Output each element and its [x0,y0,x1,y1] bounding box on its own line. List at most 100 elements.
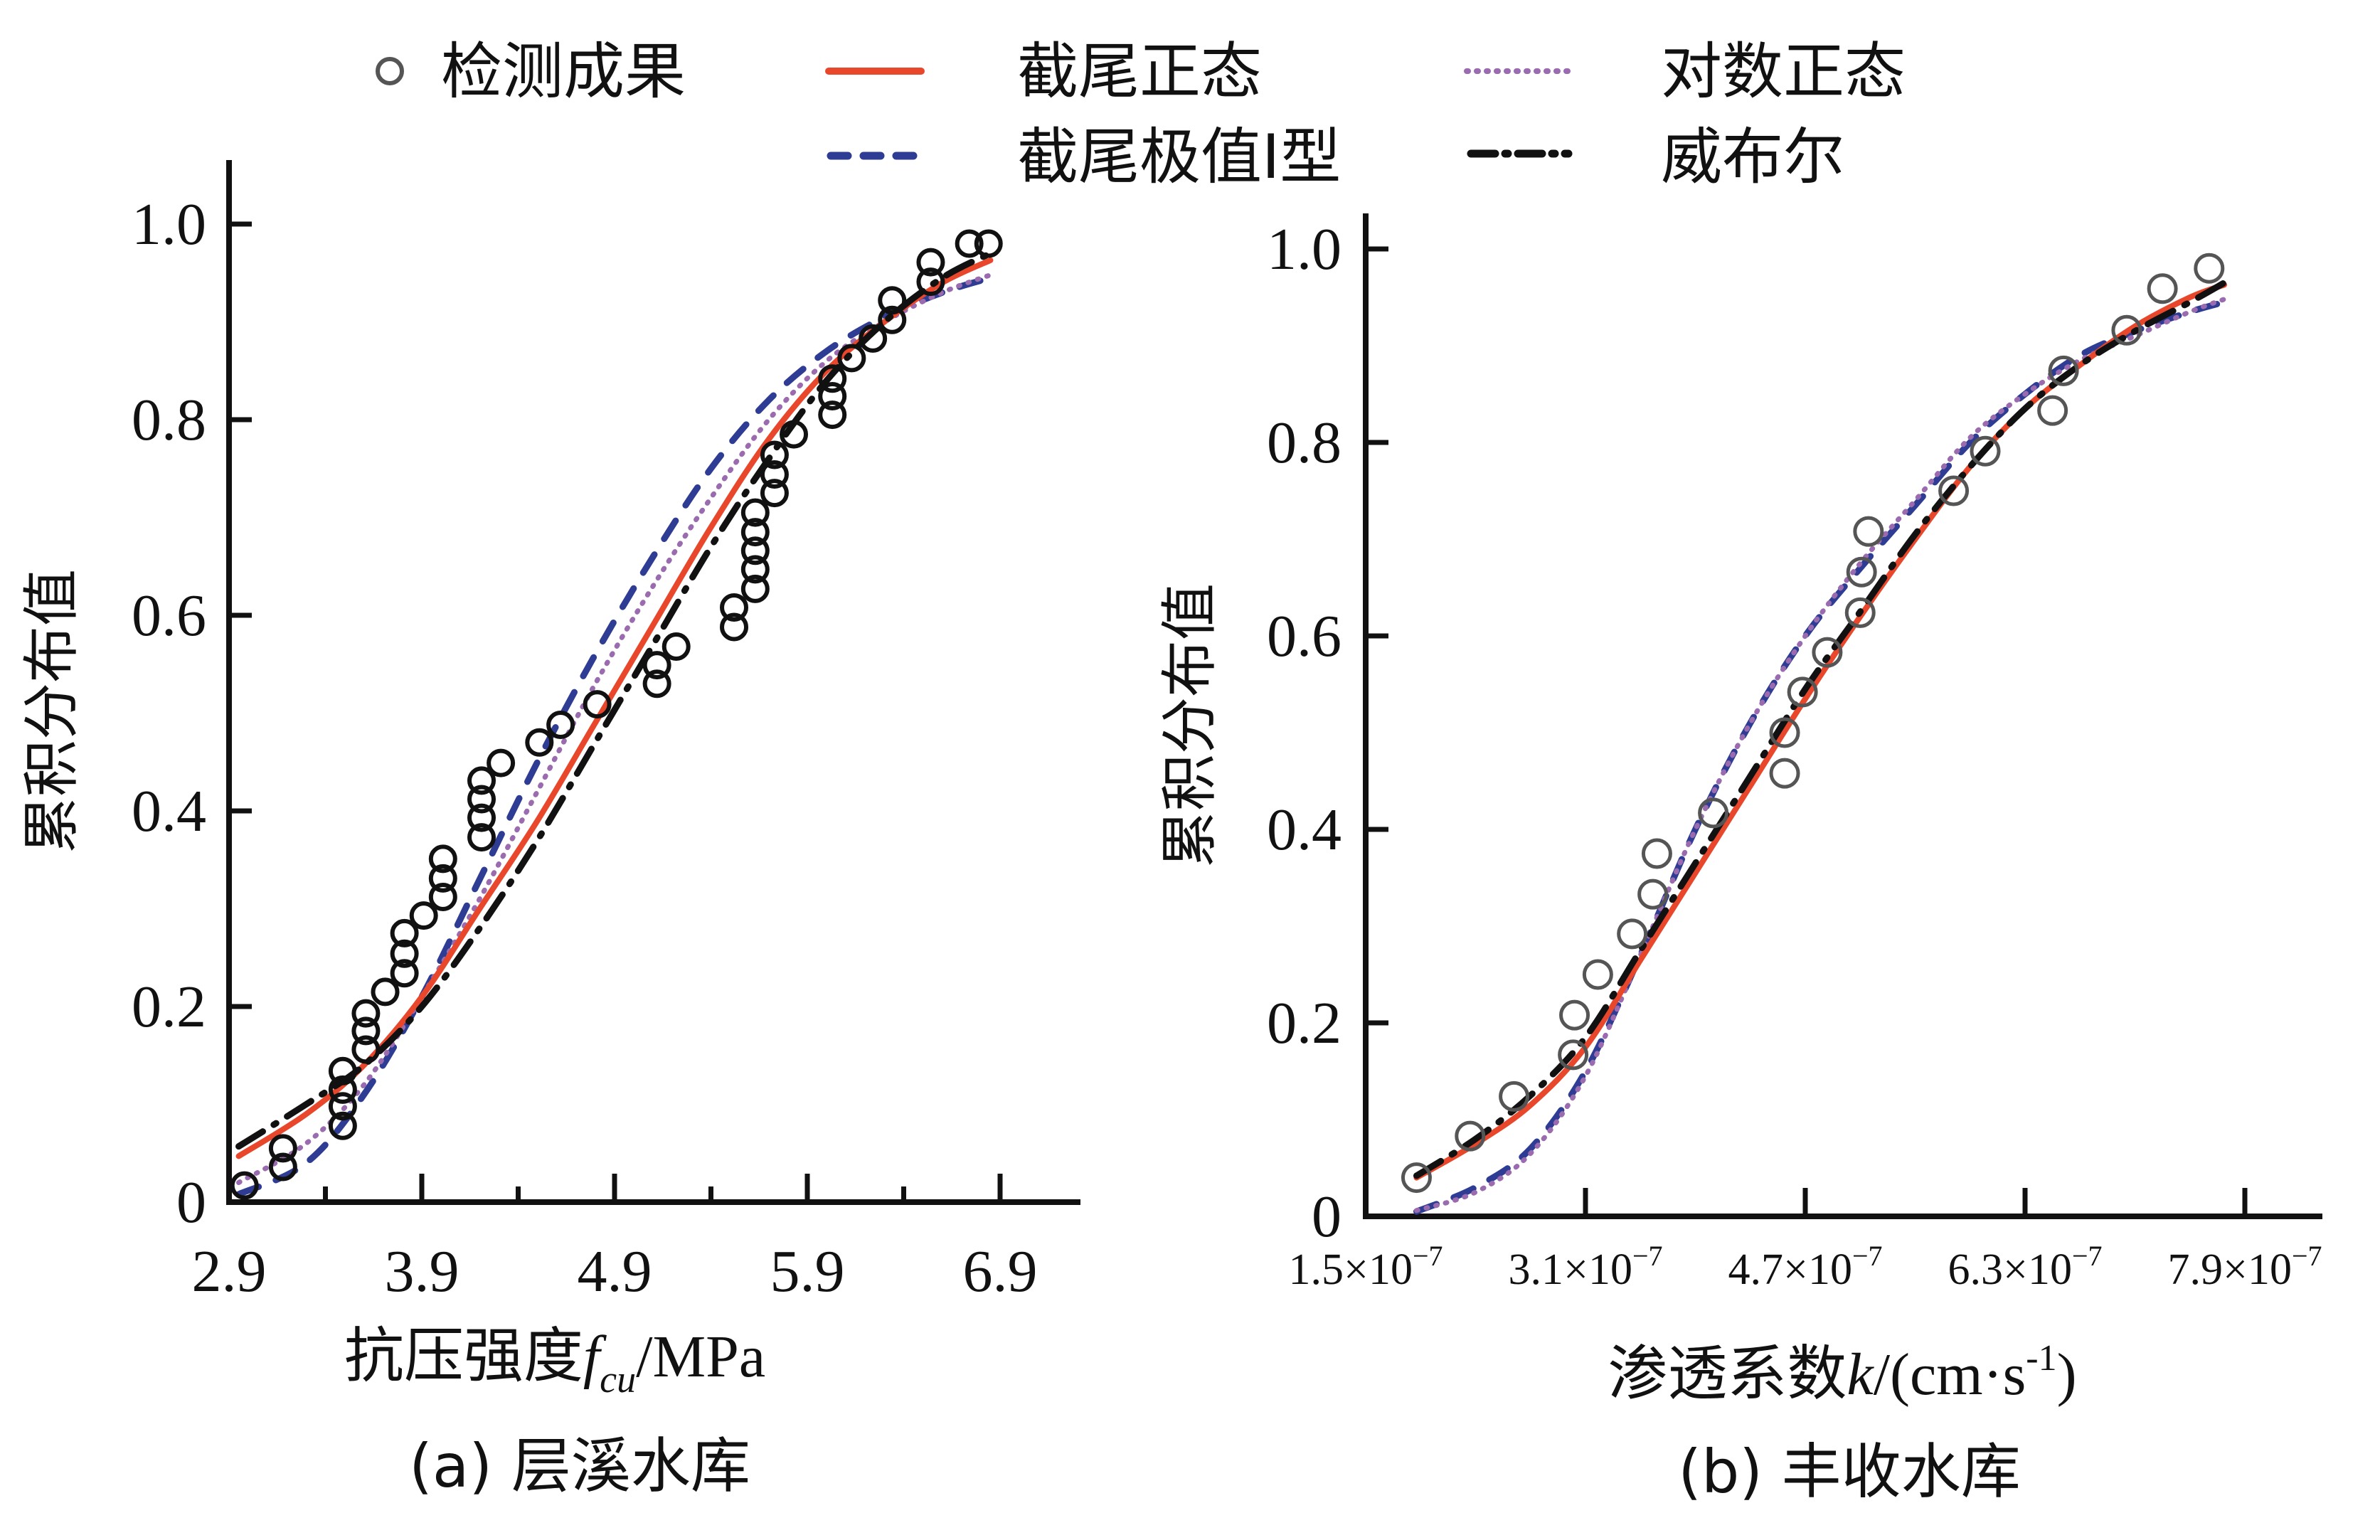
x-tick-label: 3.9 [385,1238,459,1305]
data-point [467,803,496,832]
x-tick-label: 4.9 [578,1238,652,1305]
series-line-solid [1413,282,2228,1181]
series-line-dotted [1413,297,2227,1214]
data-point [1938,475,1970,506]
series-line-dashed [1413,299,2228,1215]
data-point [1637,878,1669,910]
panel-a-xlabel-sub: cu [600,1358,636,1401]
data-point [955,229,984,258]
data-point [642,669,671,699]
data-point [916,267,945,297]
data-point [878,286,907,315]
data-point [351,999,381,1028]
legend-label-truncated-normal: 截尾正态 [1017,36,1262,107]
data-point [351,1016,381,1046]
data-point [760,440,789,469]
panel-b-xlabel-unit: /(cm·s [1874,1342,2026,1408]
x-tick-label: 3.1×10−7 [1508,1240,1662,1294]
legend-label-truncated-gumbel: 截尾极值I型 [1017,122,1341,193]
data-point [1844,597,1876,628]
data-point [1499,1080,1530,1112]
data-point [428,864,457,893]
series-line-dashdot [235,250,994,1150]
data-point [2048,355,2079,386]
panel-a-points [230,229,1003,1200]
data-point [878,305,907,334]
data-point [2194,253,2225,284]
legend-label-observed: 检测成果 [441,36,686,107]
data-point [2111,314,2142,346]
data-point [1769,758,1800,789]
data-point [1787,676,1818,708]
data-point [916,248,945,277]
x-tick-label: 5.9 [770,1238,845,1305]
data-point [351,1035,381,1064]
panel-a-xlabel: 抗压强度fcu/MPa [344,1321,765,1401]
data-point [371,977,400,1007]
panel-a-xlabel-main: 抗压强度 [344,1321,583,1391]
data-point [780,420,809,449]
y-tick-label: 0 [1312,1184,1342,1250]
data-point [1559,999,1590,1031]
data-point [390,959,419,988]
data-point [583,690,612,719]
data-point [328,1056,357,1085]
panel-b-points [1401,253,2225,1194]
data-point [859,324,888,353]
data-point [740,536,770,565]
data-point [818,400,847,430]
data-point [1401,1162,1432,1194]
panel-a-ylabel: 累积分布值 [18,569,85,854]
panel-b-ylabel: 累积分布值 [1157,583,1223,868]
panel-b-curves [1413,280,2228,1215]
panel-b-caption-text: (b) 丰收水库 [1678,1437,2021,1507]
data-point [268,1134,297,1163]
y-tick-label: 0.4 [1267,797,1342,863]
series-line-dashed [235,275,994,1198]
y-tick-label: 0.4 [132,778,206,844]
legend-label-weibull: 威布尔 [1661,122,1844,193]
data-point [837,344,866,373]
data-point [1582,959,1613,990]
panel-b-chart: 0 0.2 0.4 0.6 0.8 1.0 1.5×10−7 3.1×10−7 4.7×10−7… [1157,213,2322,1507]
data-point [328,1075,357,1104]
data-point [1853,516,1884,547]
data-point [740,574,770,603]
data-point [328,1111,357,1140]
data-point [642,651,671,680]
data-point [720,612,749,642]
panel-b-tick-labels: 0 0.2 0.4 0.6 0.8 1.0 1.5×10−7 3.1×10−7 4.7×10−7… [1267,216,2322,1294]
data-point [409,901,438,930]
panel-b-caption: (b) 丰收水库 [1678,1437,2021,1507]
data-point [328,1092,357,1121]
data-point [740,555,770,584]
data-point [1769,717,1800,748]
x-tick-label: 4.7×10−7 [1728,1240,1882,1294]
data-point [428,883,457,911]
panel-b-xlabel-sup: -1 [2026,1338,2056,1379]
y-tick-label: 0.6 [132,583,206,649]
data-point [1455,1120,1486,1152]
x-tick-label: 6.3×10−7 [1948,1240,2102,1294]
data-point [1558,1039,1589,1071]
data-point [487,748,516,777]
data-point [467,766,496,795]
data-point [525,728,554,757]
panel-b-xlabel-main: 渗透系数 [1608,1339,1847,1408]
data-point [818,364,847,393]
y-tick-label: 0.2 [1267,990,1342,1056]
data-point [268,1152,297,1181]
data-point [1641,838,1672,869]
panel-a-caption: (a) 层溪水库 [409,1431,750,1501]
data-point [467,785,496,814]
data-point [390,939,419,968]
data-point [1698,797,1729,829]
data-point [1846,556,1877,588]
panel-a-axes [226,160,1080,1205]
y-tick-label: 0 [176,1169,206,1236]
data-point [740,518,770,547]
data-point [467,823,496,852]
data-point [1812,637,1843,668]
panel-b-xlabel-var: k [1847,1342,1874,1408]
